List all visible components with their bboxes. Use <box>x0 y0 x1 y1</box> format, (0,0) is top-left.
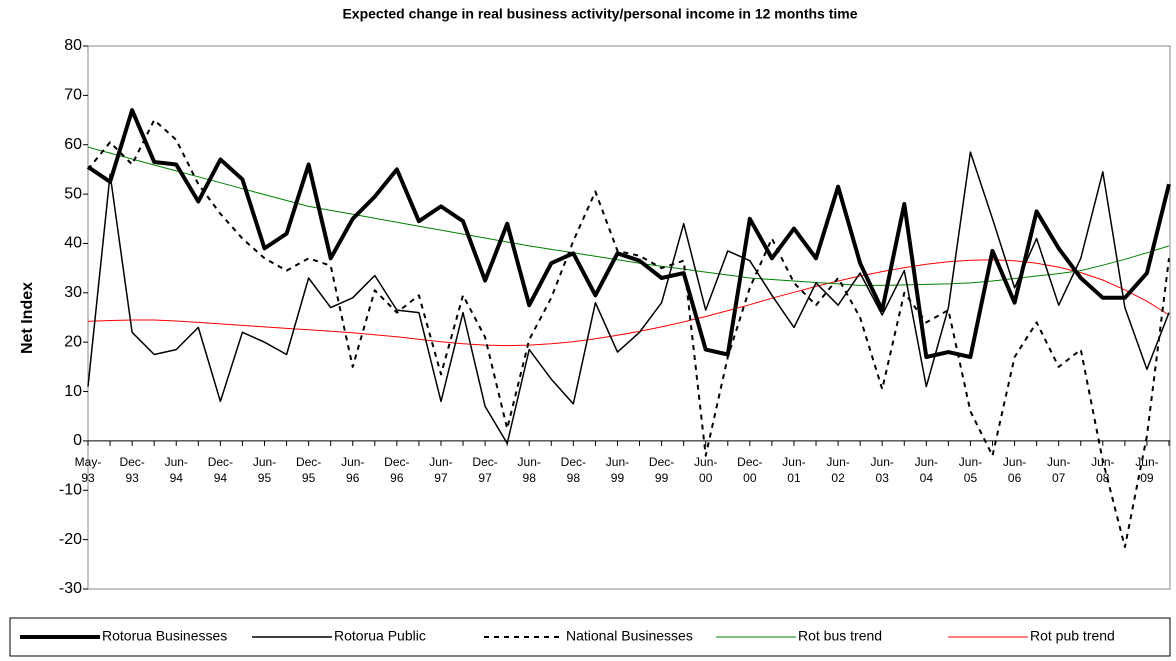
series-line <box>87 259 1170 347</box>
y-tick-label: -30 <box>59 580 82 597</box>
y-tick-label: 70 <box>64 87 82 104</box>
x-tick-label: Jun-97 <box>429 455 452 485</box>
y-tick-label: 60 <box>64 136 82 153</box>
y-tick-label: 40 <box>64 235 82 252</box>
y-tick-label: 80 <box>64 37 82 54</box>
legend-label: Rotorua Public <box>334 628 426 644</box>
x-tick-label: Jun-06 <box>1003 455 1026 485</box>
x-tick-label: Jun-98 <box>518 455 541 485</box>
x-tick-label: Jun-05 <box>959 455 982 485</box>
legend-label: Rotorua Businesses <box>102 628 227 644</box>
y-tick-label: 30 <box>64 284 82 301</box>
x-tick-label: Jun-95 <box>253 455 276 485</box>
legend-label: National Businesses <box>566 628 693 644</box>
y-tick-label: 10 <box>64 383 82 400</box>
x-tick-label: Jun-94 <box>165 455 188 485</box>
x-tick-label: Jun-00 <box>694 455 717 485</box>
series-line <box>86 108 1171 359</box>
x-tick-label: Jun-03 <box>871 455 894 485</box>
x-tick-label: Dec-97 <box>472 455 497 485</box>
x-tick-label: Jun-96 <box>341 455 364 485</box>
y-axis-title: Net Index <box>19 282 36 354</box>
x-tick-label: Dec-95 <box>296 455 321 485</box>
y-tick-label: -10 <box>59 481 82 498</box>
series-line <box>87 146 1170 286</box>
x-tick-label: Dec-00 <box>737 455 762 485</box>
x-tick-label: Jun-04 <box>915 455 938 485</box>
series-line <box>87 151 1170 445</box>
y-tick-label: -20 <box>59 531 82 548</box>
x-tick-label: Dec-94 <box>208 455 233 485</box>
y-tick-label: 50 <box>64 185 82 202</box>
x-tick-label: May-93 <box>75 455 102 485</box>
x-tick-label: Jun-01 <box>782 455 805 485</box>
plot-area <box>87 45 1171 590</box>
y-tick-label: 0 <box>73 432 82 449</box>
x-tick-label: Jun-07 <box>1047 455 1070 485</box>
x-tick-label: Dec-93 <box>119 455 144 485</box>
legend-label: Rot bus trend <box>798 628 882 644</box>
x-tick-label: Jun-99 <box>606 455 629 485</box>
series-line <box>87 119 1170 548</box>
y-tick-label: 20 <box>64 333 82 350</box>
x-tick-label: Dec-99 <box>649 455 674 485</box>
x-tick-label: Dec-96 <box>384 455 409 485</box>
legend-label: Rot pub trend <box>1030 628 1115 644</box>
x-tick-label: Jun-09 <box>1135 455 1158 485</box>
chart-title: Expected change in real business activit… <box>342 6 857 22</box>
x-tick-label: Dec-98 <box>561 455 586 485</box>
x-tick-label: Jun-02 <box>826 455 849 485</box>
